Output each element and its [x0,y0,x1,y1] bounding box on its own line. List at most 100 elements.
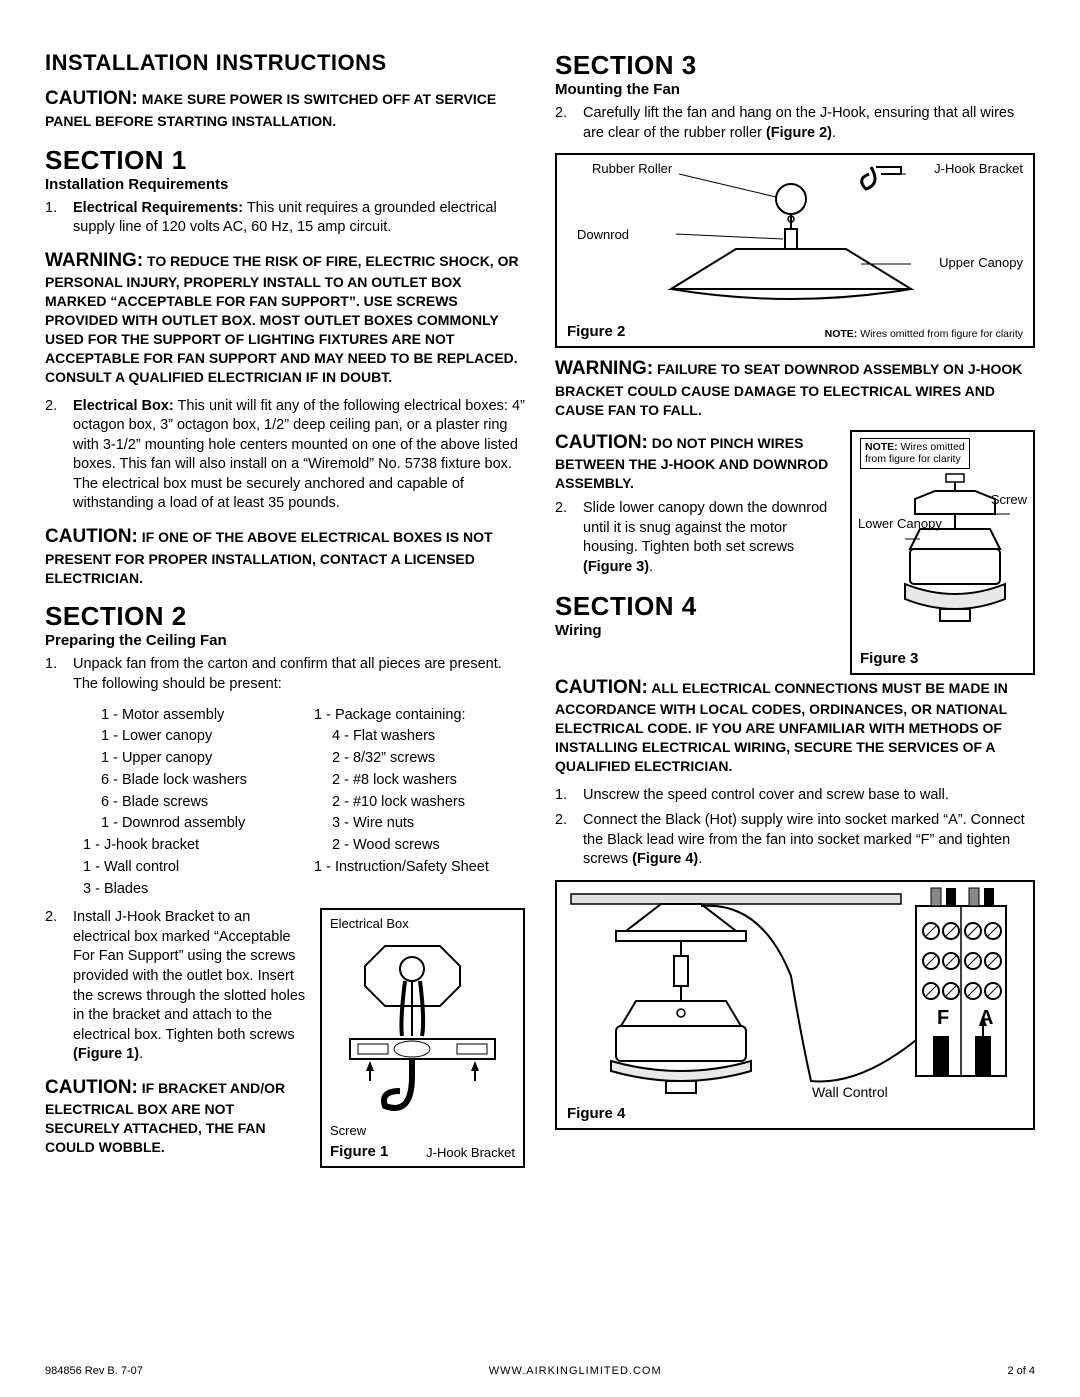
list-item: 1. Electrical Requirements: This unit re… [45,199,525,238]
left-column: INSTALLATION INSTRUCTIONS CAUTION: MAKE … [45,50,525,1168]
installation-title: INSTALLATION INSTRUCTIONS [45,50,525,76]
part-item: 1 - Wall control [83,857,294,879]
right-column: SECTION 3 Mounting the Fan 2. Carefully … [555,50,1035,1168]
part-item: 6 - Blade screws [101,792,294,814]
caution-word: CAUTION: [555,677,648,698]
section-2-list: 1. Unpack fan from the carton and confir… [45,655,525,694]
item-2-with-figure: 2. Install J-Hook Bracket to an electric… [45,908,525,1168]
section-2-title: SECTION 2 [45,601,525,632]
warning-outlet-box: WARNING: TO REDUCE THE RISK OF FIRE, ELE… [45,248,525,387]
list-text: Install J-Hook Bracket to an electrical … [73,908,308,1065]
section-3-title: SECTION 3 [555,50,1035,81]
list-number: 2. [555,499,583,577]
figure-1-label: Figure 1 [330,1143,388,1160]
list-item: 2. Connect the Black (Hot) supply wire i… [555,811,1035,870]
footer-url: WWW.AIRKINGLIMITED.COM [489,1365,662,1377]
part-item: 1 - J-hook bracket [83,835,294,857]
list-text: Slide lower canopy down the downrod unti… [583,499,840,577]
parts-list: 1 - Motor assembly 1 - Lower canopy 1 - … [83,705,525,901]
parts-col-left: 1 - Motor assembly 1 - Lower canopy 1 - … [83,705,294,901]
figure-2-note: NOTE: Wires omitted from figure for clar… [825,328,1023,340]
figure-1-svg [330,931,515,1126]
figure-2-label: Figure 2 [567,323,625,340]
list-text: Connect the Black (Hot) supply wire into… [583,811,1035,870]
list-text: Electrical Requirements: This unit requi… [73,199,525,238]
footer-page: 2 of 4 [1007,1365,1035,1377]
figure-1-elec-box-label: Electrical Box [330,916,515,931]
parts-col-right: 1 - Package containing: 4 - Flat washers… [314,705,525,901]
list-number: 1. [555,786,583,806]
figure-3-screw-label: Screw [991,492,1027,507]
section-4-list: 1. Unscrew the speed control cover and s… [555,786,1035,870]
part-item: 2 - 8/32” screws [332,748,525,770]
warning-downrod: WARNING: FAILURE TO SEAT DOWNROD ASSEMBL… [555,356,1035,419]
caution-word: CAUTION: [555,432,648,453]
list-item: 2. Carefully lift the fan and hang on th… [555,104,1035,143]
figure-4-svg [561,886,1021,1121]
list-text: Unscrew the speed control cover and scre… [583,786,1035,806]
list-number: 1. [45,655,73,694]
part-item: 4 - Flat washers [332,726,525,748]
section-1-list: 1. Electrical Requirements: This unit re… [45,199,525,238]
section-1-title: SECTION 1 [45,145,525,176]
figure-2-jhook-label: J-Hook Bracket [934,161,1023,176]
figure-2-svg [561,159,1021,339]
caution-word: CAUTION: [45,1077,138,1098]
figure-3-note: NOTE: Wires omitted from figure for clar… [860,438,970,469]
list-text: Carefully lift the fan and hang on the J… [583,104,1035,143]
list-number: 2. [555,811,583,870]
caution-and-figure-3-row: NOTE: Wires omitted from figure for clar… [555,430,1035,675]
caution-bracket: CAUTION: IF BRACKET AND/OR ELECTRICAL BO… [45,1075,308,1157]
warning-word: WARNING: [555,358,653,379]
figure-3-lower-label: Lower Canopy [858,517,942,531]
part-item: 1 - Package containing: [314,705,525,727]
list-item: 1. Unpack fan from the carton and confir… [45,655,525,694]
list-number: 1. [45,199,73,238]
part-item: 3 - Wire nuts [332,813,525,835]
figure-4-a-label: A [979,1007,993,1030]
list-item: 2. Install J-Hook Bracket to an electric… [45,908,308,1065]
caution-wiring: CAUTION: ALL ELECTRICAL CONNECTIONS MUST… [555,675,1035,776]
figure-2-upper-label: Upper Canopy [939,255,1023,270]
warning-word: WARNING: [45,250,143,271]
list-number: 2. [45,397,73,514]
figure-3: NOTE: Wires omitted from figure for clar… [850,430,1035,675]
figure-3-label: Figure 3 [860,650,918,667]
figure-4-wall-label: Wall Control [812,1084,888,1100]
figure-4: F A Wall Control Figure 4 [555,880,1035,1130]
section-1-subtitle: Installation Requirements [45,176,525,193]
figure-2: Rubber Roller J-Hook Bracket Downrod Upp… [555,153,1035,348]
section-2-subtitle: Preparing the Ceiling Fan [45,632,525,649]
part-item: 1 - Motor assembly [101,705,294,727]
section-3-list: 2. Carefully lift the fan and hang on th… [555,104,1035,143]
section-1-list-2: 2. Electrical Box: This unit will fit an… [45,397,525,514]
caution-word: CAUTION: [45,526,138,547]
caution-power-off: CAUTION: MAKE SURE POWER IS SWITCHED OFF… [45,86,525,131]
list-number: 2. [555,104,583,143]
list-text: Unpack fan from the carton and confirm t… [73,655,525,694]
figure-4-label: Figure 4 [567,1105,625,1122]
warning-text: TO REDUCE THE RISK OF FIRE, ELECTRIC SHO… [45,253,519,385]
part-item: 2 - #10 lock washers [332,792,525,814]
caution-electrical-box: CAUTION: IF ONE OF THE ABOVE ELECTRICAL … [45,524,525,587]
list-item: 2. Electrical Box: This unit will fit an… [45,397,525,514]
part-item: 2 - #8 lock washers [332,770,525,792]
list-text: Electrical Box: This unit will fit any o… [73,397,525,514]
part-item: 1 - Upper canopy [101,748,294,770]
figure-2-downrod-label: Downrod [577,227,629,242]
figure-4-f-label: F [937,1007,949,1030]
part-item: 1 - Lower canopy [101,726,294,748]
section-3-subtitle: Mounting the Fan [555,81,1035,98]
figure-1: Electrical Box [320,908,525,1168]
part-item: 3 - Blades [83,879,294,901]
figure-2-rubber-label: Rubber Roller [592,161,672,176]
section-2-list-2: 2. Install J-Hook Bracket to an electric… [45,908,308,1065]
list-item: 1. Unscrew the speed control cover and s… [555,786,1035,806]
footer-rev: 984856 Rev B. 7-07 [45,1365,143,1377]
page-footer: 984856 Rev B. 7-07 WWW.AIRKINGLIMITED.CO… [45,1365,1035,1377]
part-item: 1 - Downrod assembly [101,813,294,835]
list-item: 2. Slide lower canopy down the downrod u… [555,499,840,577]
caution-word: CAUTION: [45,88,138,109]
figure-1-jhook-label: J-Hook Bracket [426,1146,515,1160]
list-number: 2. [45,908,73,1065]
